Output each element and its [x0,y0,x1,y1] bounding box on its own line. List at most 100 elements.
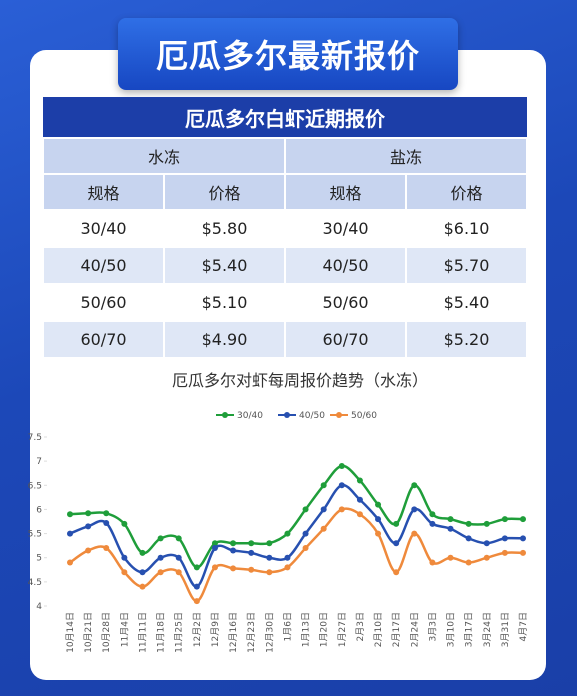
data-point [465,520,472,527]
group-header: 盐冻 [284,137,528,175]
table-cell: 50/60 [42,283,165,322]
data-point [103,545,110,552]
data-point [284,530,291,537]
data-point [139,569,146,576]
data-point [230,565,237,572]
data-point [302,545,309,552]
x-tick-label: 10月28日 [101,612,112,653]
series-line [69,483,524,588]
data-point [157,554,164,561]
chart: 厄瓜多尔对虾每周报价趋势（水冻） 4 4.5 5 5.5 6 6.5 7 7.5 10月14日 1… [28,371,529,653]
data-point [103,510,110,517]
data-point [411,482,418,489]
x-tick-label: 11月25日 [174,612,185,653]
y-tick-label: 6.5 [28,481,42,491]
table-cell: 40/50 [42,246,165,285]
data-point [230,540,237,547]
x-tick-label: 12月16日 [228,612,239,653]
legend-label: 30/40 [237,411,263,421]
table-cell: 60/70 [284,320,407,359]
table-cell: $6.10 [405,209,528,248]
data-point [85,523,92,530]
data-point [284,554,291,561]
data-point [175,535,182,542]
data-point [393,540,400,547]
x-tick-label: 12月9日 [210,612,221,647]
y-tick-label: 5.5 [28,530,42,540]
legend-marker [222,412,228,418]
table-cell: 50/60 [284,283,407,322]
table-cell: $5.40 [405,283,528,322]
table-cell: $5.10 [163,283,286,322]
data-point [375,516,382,523]
table-title: 厄瓜多尔白虾近期报价 [43,97,527,138]
x-tick-label: 12月23日 [246,612,257,653]
table-row: 30/40 $5.80 30/40 $6.10 [42,209,528,248]
x-tick-label: 11月18日 [156,612,167,653]
data-point [211,545,218,552]
data-point [67,530,73,537]
table-cell: 40/50 [284,246,407,285]
data-point [393,520,400,527]
data-point [429,559,436,566]
data-point [447,525,454,532]
data-point [356,496,363,503]
data-point [193,598,200,605]
data-point [302,530,309,537]
chart-title: 厄瓜多尔对虾每周报价趋势（水冻） [172,371,428,390]
data-point [320,525,327,532]
data-point [175,569,182,576]
data-point [338,462,345,469]
data-point [193,564,200,571]
page-title: 厄瓜多尔最新报价 [118,18,458,90]
x-tick-label: 2月3日 [355,612,366,641]
price-table: 厄瓜多尔白虾近期报价 水冻 盐冻 规格 价格 规格 价格 30/40 $5.80 30/4… [42,97,528,359]
column-header: 规格 [42,173,165,211]
table-cell: 30/40 [284,209,407,248]
data-point [266,554,273,561]
column-header: 价格 [163,173,286,211]
data-point [356,511,363,518]
data-point [67,559,73,566]
table-cell: $5.20 [405,320,528,359]
data-point [411,530,418,537]
data-point [121,520,128,527]
data-point [520,549,526,556]
data-point [139,549,146,556]
data-point [302,506,309,513]
data-point [175,554,182,561]
data-point [85,510,92,517]
data-point [266,569,273,576]
data-point [375,501,382,508]
column-header: 价格 [405,173,528,211]
x-tick-label: 11月4日 [119,612,130,647]
data-point [465,559,472,566]
data-point [211,540,218,547]
data-point [501,516,508,523]
legend-label: 40/50 [299,411,325,421]
table-cell: $5.70 [405,246,528,285]
data-point [447,516,454,523]
x-tick-label: 10月21日 [83,612,94,653]
data-point [338,482,345,489]
y-tick-label: 7 [36,457,42,467]
data-point [483,520,490,527]
x-tick-label: 2月24日 [409,612,420,647]
data-point [520,516,526,523]
data-point [356,477,363,484]
data-point [67,511,73,518]
data-point [121,569,128,576]
data-point [375,530,382,537]
x-tick-label: 1月6日 [282,612,293,641]
data-point [483,540,490,547]
data-point [248,566,255,573]
data-point [248,549,255,556]
x-tick-label: 12月30日 [264,612,275,653]
data-point [501,535,508,542]
x-tick-label: 1月27日 [337,612,348,647]
data-point [520,535,526,542]
data-point [230,547,237,554]
y-tick-label: 4 [36,602,42,612]
x-tick-label: 10月14日 [65,612,76,653]
data-point [157,569,164,576]
